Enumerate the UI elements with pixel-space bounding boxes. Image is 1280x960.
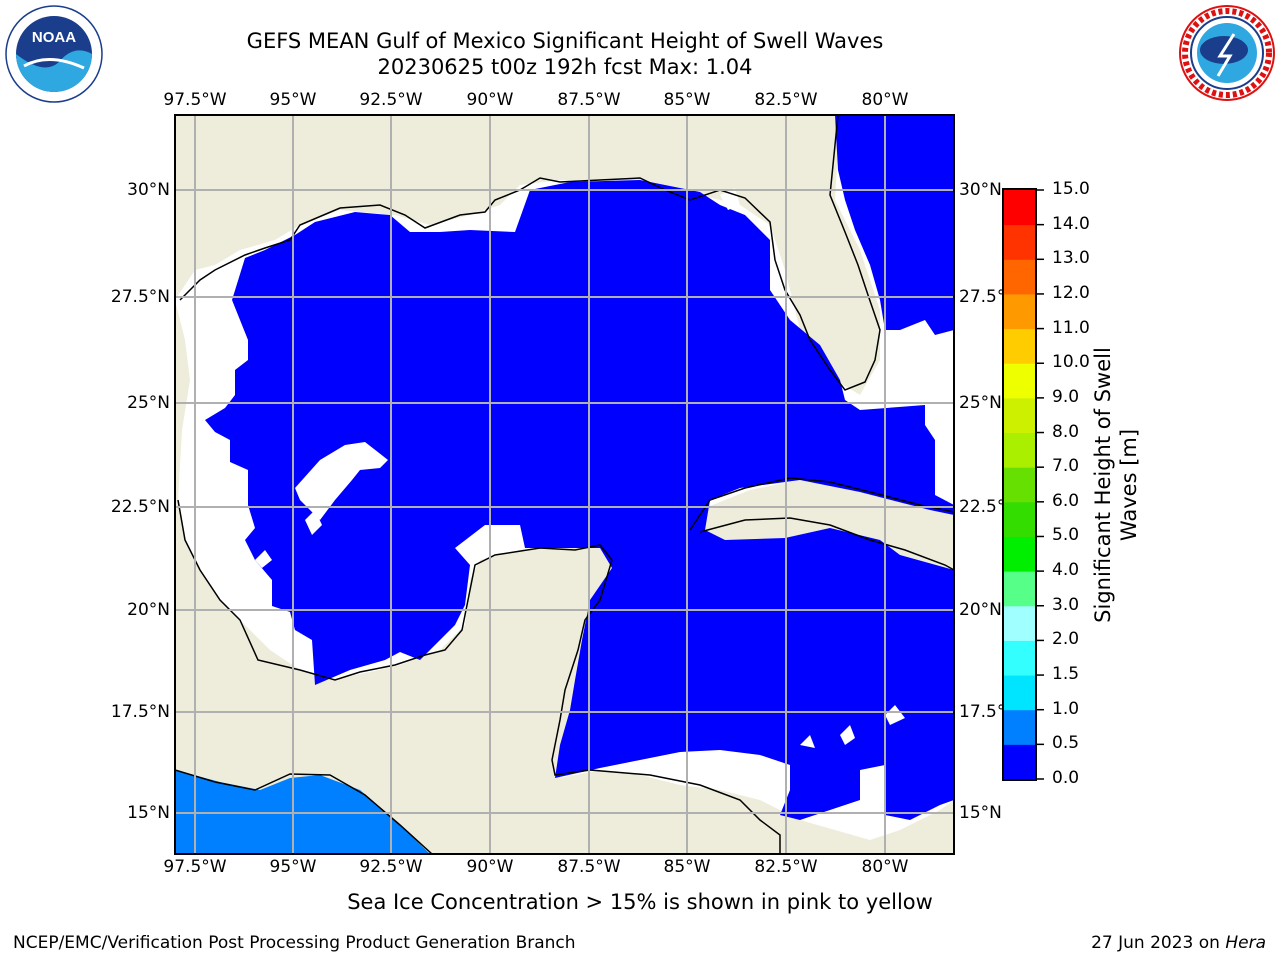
- nws-logo-icon: [1179, 5, 1275, 101]
- colorbar-tick-label: 9.0: [1052, 386, 1080, 407]
- colorbar-segment: [1004, 328, 1036, 364]
- lat-tick-right: 30°N: [959, 180, 1002, 200]
- colorbar-segment: [1004, 501, 1036, 537]
- lon-tick-top: 82.5°W: [754, 90, 818, 110]
- map-frame: [174, 114, 955, 855]
- lon-tick-top: 92.5°W: [359, 90, 423, 110]
- colorbar-segment: [1004, 190, 1036, 226]
- svg-text:NOAA: NOAA: [32, 29, 76, 46]
- host-name: Hera: [1225, 933, 1266, 953]
- colorbar: [1002, 188, 1044, 781]
- lon-tick-bottom: 90°W: [466, 857, 514, 877]
- colorbar-tick-label: 1.0: [1052, 698, 1080, 719]
- colorbar-tick-label: 12.0: [1052, 282, 1090, 303]
- colorbar-segment: [1004, 259, 1036, 295]
- colorbar-segment: [1004, 536, 1036, 572]
- colorbar-segment: [1004, 640, 1036, 676]
- colorbar-tick-label: 5.0: [1052, 525, 1080, 546]
- lat-tick-left: 15°N: [127, 803, 170, 823]
- colorbar-segment: [1004, 397, 1036, 434]
- noaa-logo-icon: NOAA: [5, 5, 103, 103]
- lon-tick-top: 85°W: [663, 90, 711, 110]
- swell-field-atlantic: [835, 115, 954, 335]
- lat-tick-left: 30°N: [127, 180, 170, 200]
- colorbar-label: Significant Height of Swell Waves [m]: [1091, 347, 1141, 623]
- colorbar-tick-label: 11.0: [1052, 317, 1090, 338]
- colorbar-segment: [1004, 293, 1036, 330]
- colorbar-tick-label: 6.0: [1052, 490, 1080, 511]
- lat-tick-left: 20°N: [127, 600, 170, 620]
- colorbar-segment: [1004, 571, 1036, 607]
- colorbar-segment: [1004, 709, 1036, 745]
- date-stamp: 27 Jun 2023 on Hera: [1091, 933, 1266, 953]
- colorbar-tick-label: 8.0: [1052, 421, 1080, 442]
- lat-tick-right: 15°N: [959, 803, 1002, 823]
- lon-tick-top: 87.5°W: [557, 90, 621, 110]
- credit-text: NCEP/EMC/Verification Post Processing Pr…: [13, 933, 576, 953]
- swell-field-main: [205, 180, 954, 820]
- colorbar-tick-label: 13.0: [1052, 248, 1090, 269]
- lon-tick-top: 95°W: [269, 90, 317, 110]
- lon-tick-bottom: 82.5°W: [754, 857, 818, 877]
- colorbar-tick-label: 1.5: [1052, 664, 1080, 685]
- lat-tick-left: 25°N: [127, 393, 170, 413]
- colorbar-segment: [1004, 224, 1036, 260]
- lat-tick-left: 17.5°N: [110, 702, 170, 722]
- lat-tick-right: 20°N: [959, 600, 1002, 620]
- coastline: [175, 115, 954, 854]
- colorbar-tick-label: 0.0: [1052, 768, 1080, 788]
- colorbar-tick-label: 14.0: [1052, 213, 1090, 234]
- lat-tick-right: 25°N: [959, 393, 1002, 413]
- lon-tick-bottom: 95°W: [269, 857, 317, 877]
- sea-ice-caption: Sea Ice Concentration > 15% is shown in …: [347, 890, 933, 914]
- map-grid: [175, 115, 954, 854]
- colorbar-segment: [1004, 432, 1036, 468]
- colorbar-segment: [1004, 467, 1036, 503]
- colorbar-segment: [1004, 605, 1036, 641]
- colorbar-tick-label: 15.0: [1052, 179, 1090, 199]
- colorbar-segment: [1004, 363, 1036, 399]
- lon-tick-top: 90°W: [466, 90, 514, 110]
- lon-tick-bottom: 80°W: [861, 857, 909, 877]
- lon-tick-bottom: 85°W: [663, 857, 711, 877]
- colorbar-segment: [1004, 744, 1036, 780]
- colorbar-tick-label: 0.5: [1052, 733, 1080, 754]
- chart-title: GEFS MEAN Gulf of Mexico Significant Hei…: [246, 29, 884, 53]
- lon-tick-top: 80°W: [861, 90, 909, 110]
- lon-tick-bottom: 97.5°W: [163, 857, 227, 877]
- colorbar-segment: [1004, 675, 1036, 711]
- colorbar-tick-label: 2.0: [1052, 629, 1080, 650]
- lat-tick-left: 22.5°N: [110, 497, 170, 517]
- lon-tick-bottom: 87.5°W: [557, 857, 621, 877]
- lon-tick-bottom: 92.5°W: [359, 857, 423, 877]
- lon-tick-top: 97.5°W: [163, 90, 227, 110]
- colorbar-tick-label: 4.0: [1052, 560, 1080, 581]
- colorbar-tick-label: 7.0: [1052, 456, 1080, 477]
- lat-tick-left: 27.5°N: [110, 287, 170, 307]
- chart-subtitle: 20230625 t00z 192h fcst Max: 1.04: [377, 55, 753, 79]
- colorbar-tick-label: 10.0: [1052, 352, 1090, 373]
- colorbar-tick-label: 3.0: [1052, 594, 1080, 615]
